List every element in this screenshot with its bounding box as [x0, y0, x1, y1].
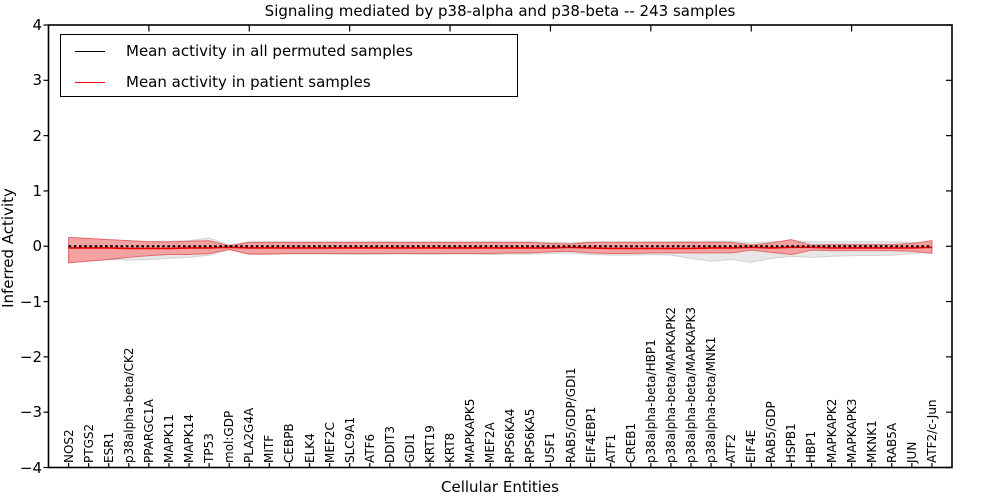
y-tick-label: 1	[32, 181, 42, 200]
x-tick-label: p38alpha-beta/CK2	[121, 347, 136, 463]
x-tick-label: USF1	[543, 432, 558, 463]
legend-entry-patient: Mean activity in patient samples	[61, 67, 517, 97]
x-tick-label: MAPKAPK5	[463, 398, 478, 463]
legend-entry-permuted: Mean activity in all permuted samples	[61, 36, 517, 66]
x-tick-label: KRT19	[422, 425, 437, 463]
x-tick-label: MEF2A	[483, 422, 498, 463]
y-tick-label: 3	[32, 71, 42, 90]
x-tick-label: MKNK1	[864, 420, 879, 463]
x-tick-label: TP53	[202, 433, 217, 463]
x-tick-label: ATF2	[724, 433, 739, 463]
x-tick-label: SLC9A1	[342, 416, 357, 463]
x-tick-label: HBP1	[804, 430, 819, 463]
x-tick-label: GDI1	[402, 433, 417, 463]
y-tick-label: 4	[32, 16, 42, 34]
x-tick-label: ELK4	[302, 433, 317, 463]
x-tick-label: MITF	[262, 434, 277, 463]
x-tick-label: RAB5A	[884, 422, 899, 463]
x-tick-label: p38alpha-beta/MAPKAPK2	[663, 307, 678, 463]
x-tick-label: PLA2G4A	[242, 407, 257, 463]
x-tick-label: CREB1	[623, 422, 638, 463]
x-tick-label: MAPK14	[182, 414, 197, 463]
chart-title: Signaling mediated by p38-alpha and p38-…	[264, 2, 736, 20]
y-tick-label: −4	[19, 458, 42, 477]
y-tick-label: 0	[32, 237, 42, 256]
x-tick-label: PPARGC1A	[141, 399, 156, 463]
x-tick-label: RAB5/GDP/GDI1	[563, 367, 578, 463]
x-tick-label: RPS6KA5	[523, 408, 538, 463]
x-tick-label: p38alpha-beta/MAPKAPK3	[683, 307, 698, 463]
x-tick-label: MAPKAPK3	[844, 398, 859, 463]
x-tick-label: DDIT3	[382, 426, 397, 463]
x-tick-label: MAPK11	[161, 414, 176, 463]
x-tick-label: MAPKAPK2	[824, 398, 839, 463]
x-tick-label: mol:GDP	[222, 410, 237, 463]
x-tick-label: NOS2	[61, 429, 76, 463]
x-tick-label: KRT8	[443, 432, 458, 463]
patient-mean-line	[68, 246, 932, 250]
legend-label-permuted: Mean activity in all permuted samples	[126, 42, 413, 60]
y-tick-label: −3	[19, 403, 42, 422]
legend: Mean activity in all permuted samples Me…	[60, 34, 518, 97]
x-tick-label: EIF4E	[744, 429, 759, 463]
patient-line-sample	[75, 81, 105, 83]
x-tick-label: RAB5/GDP	[764, 401, 779, 463]
x-tick-label: p38alpha-beta/MNK1	[704, 336, 719, 463]
x-tick-label: MEF2C	[322, 422, 337, 463]
x-tick-label: EIF4EBP1	[583, 406, 598, 463]
patient-std-band	[68, 236, 933, 264]
y-tick-label: −2	[19, 347, 42, 366]
x-tick-label: ATF2/c-Jun	[924, 399, 939, 463]
y-tick-label: 2	[32, 126, 42, 145]
x-tick-label: RPS6KA4	[503, 408, 518, 463]
legend-label-patient: Mean activity in patient samples	[126, 73, 371, 91]
x-tick-label: CEBPB	[282, 423, 297, 463]
x-tick-label: ATF1	[603, 433, 618, 463]
permuted-line-sample	[75, 50, 105, 52]
x-tick-label: ESR1	[101, 431, 116, 463]
y-tick-label: −1	[19, 292, 42, 311]
x-tick-label: HSPB1	[784, 423, 799, 463]
x-tick-label: JUN	[904, 441, 919, 463]
x-tick-label: PTGS2	[81, 423, 96, 463]
x-tick-label: p38alpha-beta/HBP1	[643, 339, 658, 463]
x-tick-label: ATF6	[362, 433, 377, 463]
x-axis-label: Cellular Entities	[441, 478, 559, 496]
